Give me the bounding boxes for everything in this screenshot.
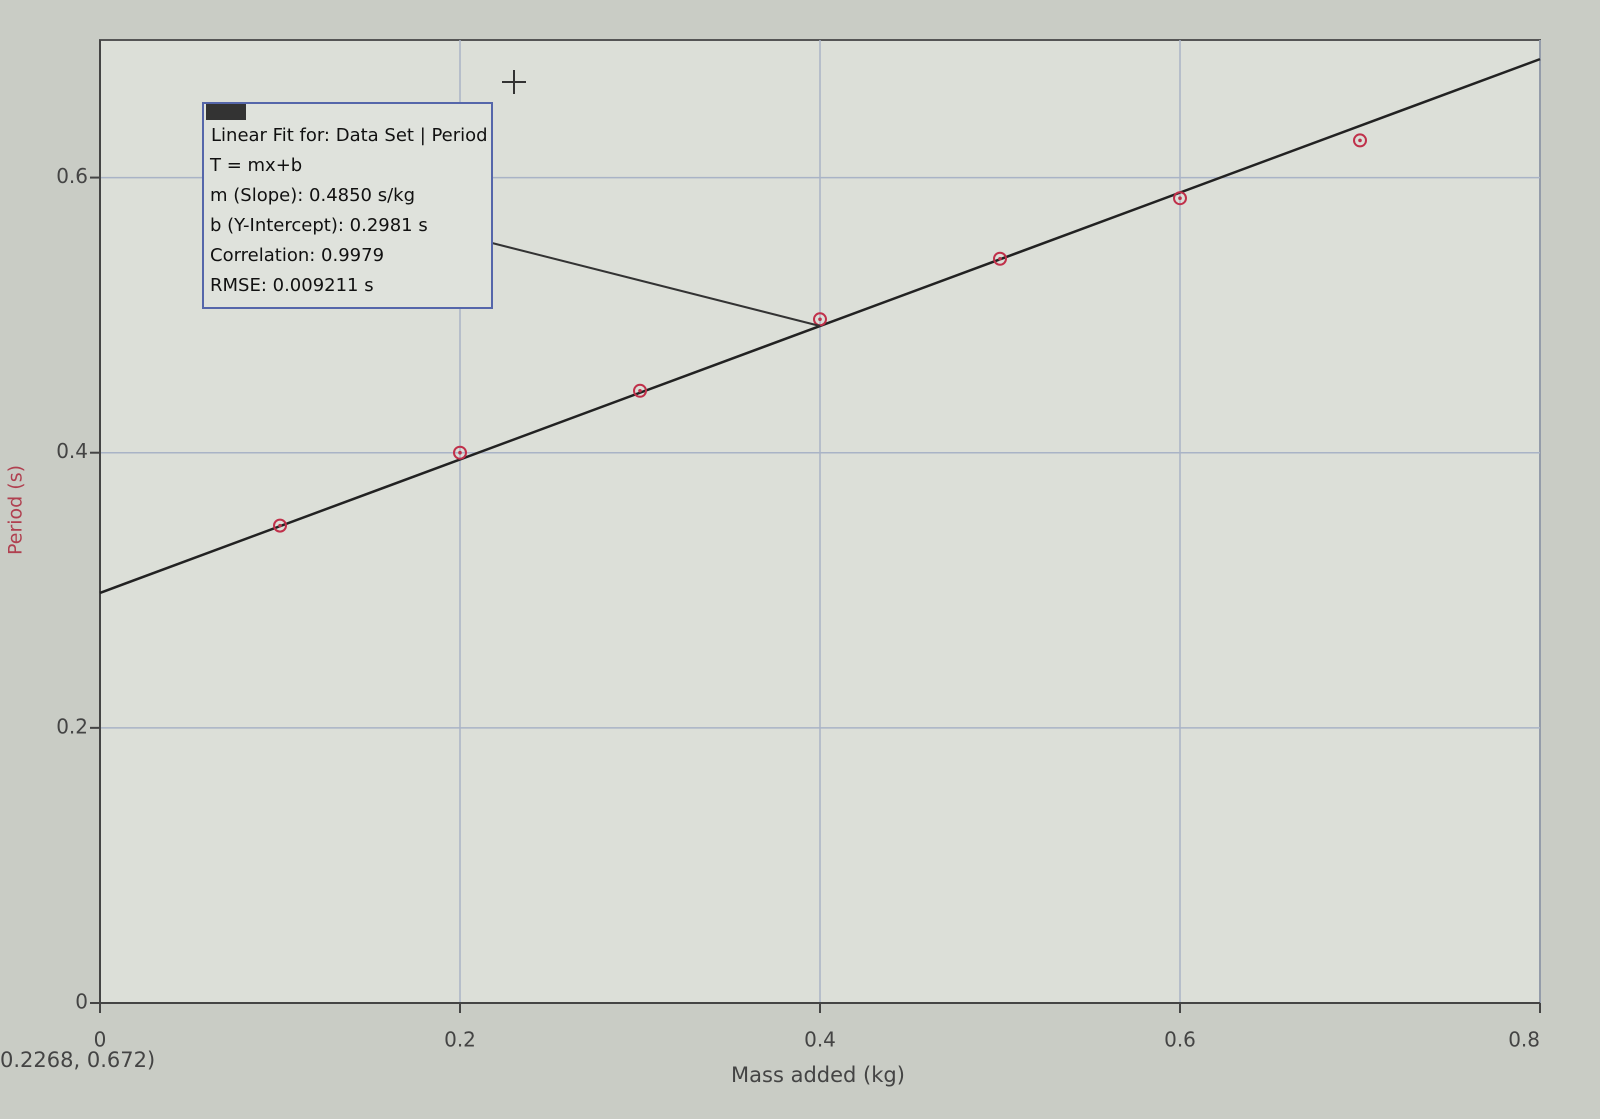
data-point-dot [998, 256, 1002, 261]
annotation-handle [206, 104, 246, 120]
data-point [453, 445, 467, 460]
data-point-dot [278, 523, 282, 528]
data-point [1353, 133, 1367, 148]
cursor [502, 70, 526, 94]
annotation: Linear Fit for: Data Set | Period T = mx… [202, 102, 821, 327]
annotation-line: RMSE: 0.009211 s [210, 275, 374, 296]
annotation-title: Linear Fit for: Data Set | Period [211, 125, 488, 146]
data-point [633, 383, 647, 398]
annotation-line: Correlation: 0.9979 [210, 245, 384, 266]
x-tick-label: 0.6 [1164, 1028, 1196, 1052]
data-point [1173, 191, 1187, 206]
data-point [993, 251, 1007, 266]
data-point-dot [458, 450, 462, 455]
annotation-line: T = mx+b [209, 155, 302, 176]
y-tick-label: 0.4 [56, 439, 88, 463]
marks [99, 57, 1541, 595]
x-tick-label: 0 [94, 1028, 107, 1052]
y-tick-label: 0.6 [56, 164, 88, 188]
annotation-line: b (Y-Intercept): 0.2981 s [210, 215, 428, 236]
leader-line [491, 242, 821, 327]
y-tick-label: 0.2 [56, 714, 88, 738]
data-point-dot [1358, 138, 1362, 143]
data-point [273, 518, 287, 533]
data-point-dot [818, 317, 822, 322]
x-tick-label: 0.2 [444, 1028, 476, 1052]
x-axis-label: Mass added (kg) [731, 1063, 905, 1087]
cursor-readout: 0.2268, 0.672) [0, 1048, 155, 1072]
data-point-dot [638, 389, 642, 393]
y-tick-label: 0 [75, 990, 88, 1014]
y-axis-label: Period (s) [5, 465, 27, 555]
data-point-dot [1178, 196, 1182, 201]
annotation-box [202, 102, 493, 309]
x-tick-label: 0.4 [804, 1028, 836, 1052]
x-tick-label: 0.8 [1508, 1028, 1540, 1052]
annotation-line: m (Slope): 0.4850 s/kg [210, 185, 415, 206]
